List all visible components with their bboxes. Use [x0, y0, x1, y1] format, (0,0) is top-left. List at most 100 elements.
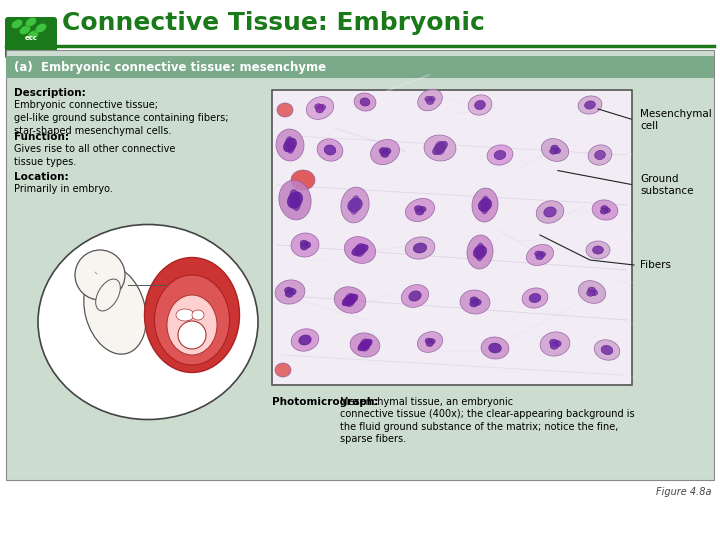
Ellipse shape [96, 279, 120, 311]
Ellipse shape [467, 235, 493, 269]
Ellipse shape [549, 148, 557, 154]
Text: Primarily in embryo.: Primarily in embryo. [14, 184, 113, 194]
Ellipse shape [474, 100, 485, 110]
Ellipse shape [192, 310, 204, 320]
Text: Fibers: Fibers [640, 260, 671, 270]
Ellipse shape [288, 288, 296, 295]
Ellipse shape [291, 170, 315, 190]
Ellipse shape [425, 338, 432, 343]
Ellipse shape [12, 19, 22, 29]
Ellipse shape [348, 198, 362, 212]
Ellipse shape [300, 240, 307, 247]
Ellipse shape [19, 25, 30, 35]
Ellipse shape [279, 180, 311, 220]
Ellipse shape [526, 245, 554, 266]
Ellipse shape [473, 299, 481, 306]
Circle shape [178, 321, 206, 349]
Text: Function:: Function: [14, 132, 69, 142]
FancyBboxPatch shape [5, 17, 57, 59]
Text: Figure 4.8a: Figure 4.8a [657, 487, 712, 497]
Ellipse shape [594, 340, 620, 360]
Ellipse shape [600, 208, 608, 214]
Text: Connective Tissue: Embryonic: Connective Tissue: Embryonic [62, 11, 485, 35]
FancyBboxPatch shape [6, 56, 714, 78]
Ellipse shape [603, 207, 611, 213]
Ellipse shape [418, 89, 442, 111]
Ellipse shape [383, 148, 391, 154]
Ellipse shape [27, 30, 39, 39]
Text: Mesenchymal tissue, an embryonic
connective tissue (400x); the clear-appearing b: Mesenchymal tissue, an embryonic connect… [340, 397, 634, 444]
Ellipse shape [578, 96, 602, 114]
Ellipse shape [550, 343, 559, 349]
Ellipse shape [595, 151, 606, 159]
Ellipse shape [418, 332, 443, 353]
Ellipse shape [360, 339, 370, 352]
Ellipse shape [291, 233, 319, 257]
Ellipse shape [426, 99, 433, 105]
Ellipse shape [424, 135, 456, 161]
Ellipse shape [285, 136, 295, 154]
Ellipse shape [291, 329, 319, 351]
FancyBboxPatch shape [272, 90, 632, 385]
Ellipse shape [409, 291, 421, 301]
Ellipse shape [541, 139, 569, 161]
Ellipse shape [35, 23, 47, 32]
Ellipse shape [401, 285, 428, 307]
Ellipse shape [481, 337, 509, 359]
Ellipse shape [341, 187, 369, 223]
Ellipse shape [428, 96, 435, 102]
Ellipse shape [317, 139, 343, 161]
Ellipse shape [578, 281, 606, 303]
Ellipse shape [352, 245, 368, 255]
Text: Location:: Location: [14, 172, 68, 182]
Ellipse shape [540, 332, 570, 356]
Ellipse shape [538, 252, 546, 257]
Ellipse shape [487, 145, 513, 165]
Ellipse shape [371, 139, 400, 165]
Ellipse shape [334, 287, 366, 313]
Ellipse shape [522, 288, 548, 308]
Ellipse shape [405, 199, 435, 221]
FancyBboxPatch shape [6, 50, 714, 480]
Ellipse shape [553, 147, 561, 154]
Text: (a)  Embryonic connective tissue: mesenchyme: (a) Embryonic connective tissue: mesench… [14, 60, 326, 73]
Ellipse shape [413, 243, 427, 253]
Ellipse shape [381, 151, 389, 157]
Ellipse shape [480, 195, 490, 214]
Circle shape [75, 250, 125, 300]
Ellipse shape [344, 237, 376, 264]
Ellipse shape [350, 333, 380, 357]
Ellipse shape [590, 289, 598, 296]
Ellipse shape [275, 363, 291, 377]
Ellipse shape [426, 341, 433, 347]
Ellipse shape [470, 297, 478, 303]
Ellipse shape [553, 340, 561, 347]
Ellipse shape [601, 346, 613, 355]
Ellipse shape [551, 145, 559, 151]
Ellipse shape [306, 97, 333, 119]
Ellipse shape [478, 199, 492, 212]
Ellipse shape [489, 343, 501, 353]
Text: ecc: ecc [24, 35, 37, 41]
Ellipse shape [535, 251, 542, 256]
Ellipse shape [25, 17, 37, 26]
Ellipse shape [414, 206, 423, 212]
Ellipse shape [460, 290, 490, 314]
Text: Ground
substance: Ground substance [640, 174, 693, 196]
Ellipse shape [145, 258, 240, 373]
Ellipse shape [587, 290, 594, 296]
Ellipse shape [536, 254, 544, 260]
Ellipse shape [468, 95, 492, 115]
Ellipse shape [600, 206, 608, 211]
Ellipse shape [285, 291, 294, 298]
Ellipse shape [275, 280, 305, 304]
Text: Mesenchymal
cell: Mesenchymal cell [640, 109, 712, 131]
Ellipse shape [155, 275, 230, 365]
Ellipse shape [276, 129, 304, 161]
Ellipse shape [284, 287, 293, 294]
Text: Gives rise to all other connective
tissue types.: Gives rise to all other connective tissu… [14, 144, 176, 167]
Ellipse shape [379, 147, 387, 154]
Ellipse shape [494, 151, 506, 159]
Ellipse shape [586, 241, 610, 259]
Ellipse shape [176, 309, 194, 321]
